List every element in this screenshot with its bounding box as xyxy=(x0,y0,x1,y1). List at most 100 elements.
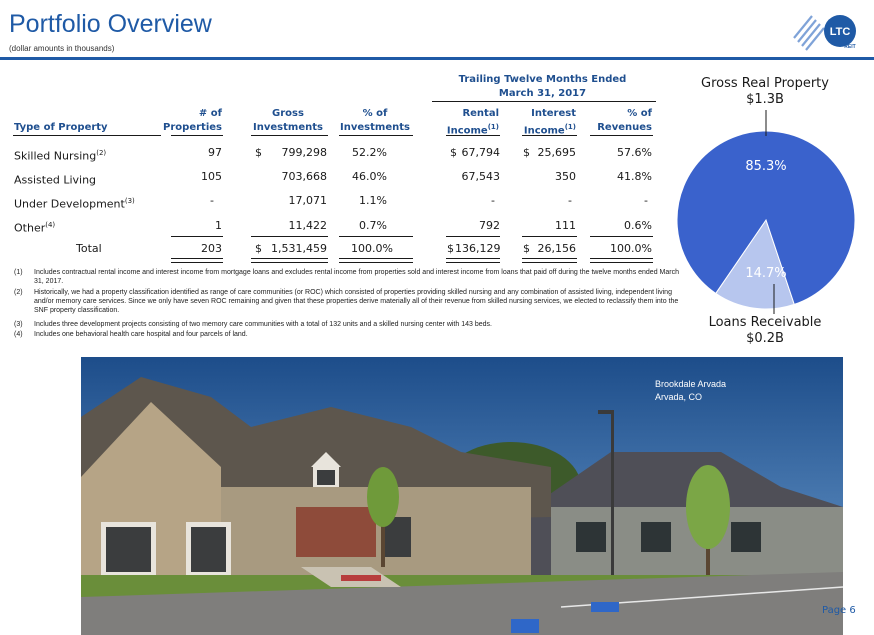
col-header-rental-2: Income(1) xyxy=(446,123,499,137)
total-label: Total xyxy=(76,242,102,255)
total-props: 203 xyxy=(201,242,222,255)
row-type: Under Development(3) xyxy=(14,197,135,211)
col-header-gross-2: Investments xyxy=(253,122,323,133)
pie-bottom-label-2: $0.2B xyxy=(746,331,784,346)
col-underline-type xyxy=(13,135,161,136)
total-rental: 136,129 xyxy=(455,242,501,255)
row-pctrev: 41.8% xyxy=(617,170,652,183)
row-pctinv: 0.7% xyxy=(359,219,387,232)
group-header-underline xyxy=(432,101,656,102)
total-interest: 26,156 xyxy=(537,242,577,255)
row-gross: 17,071 xyxy=(288,194,328,207)
allocation-pie-chart: 85.3% 14.7% xyxy=(676,110,856,314)
total-currency: $ xyxy=(447,242,454,255)
col-header-pctinv-2: Investments xyxy=(340,122,410,133)
row-type: Other(4) xyxy=(14,221,56,235)
footnote-3: (3) Includes three development projects c… xyxy=(14,321,492,328)
row-type: Assisted Living xyxy=(14,173,97,187)
photo-caption-line1: Brookdale Arvada xyxy=(655,379,727,389)
total-rule xyxy=(522,236,577,237)
title-rule xyxy=(0,57,874,60)
pie-label-loans: 14.7% xyxy=(745,266,786,281)
pie-top-label-1: Gross Real Property xyxy=(701,76,829,91)
total-double-rule xyxy=(339,258,413,263)
row-props: 1 xyxy=(215,219,222,232)
property-photo xyxy=(81,357,843,635)
footnote-4: (4) Includes one behavioral health care h… xyxy=(14,331,248,338)
total-double-rule xyxy=(522,258,577,263)
group-header-line1: Trailing Twelve Months Ended xyxy=(458,74,627,85)
row-rental: 792 xyxy=(479,219,500,232)
col-header-gross-1: Gross xyxy=(272,108,304,119)
group-header-line2: March 31, 2017 xyxy=(498,88,587,99)
row-rental: - xyxy=(491,194,495,207)
logo-text: LTC xyxy=(830,26,851,38)
page-number: Page 6 xyxy=(822,605,856,616)
total-rule xyxy=(251,236,328,237)
page-title: Portfolio Overview xyxy=(9,10,212,38)
row-props: 97 xyxy=(208,146,222,159)
col-underline-pctinv xyxy=(339,135,413,136)
page-subtitle: (dollar amounts in thousands) xyxy=(9,44,115,53)
col-header-type: Type of Property xyxy=(14,122,108,133)
col-header-interest-2: Income(1) xyxy=(523,123,576,137)
row-currency: $ xyxy=(255,146,262,159)
pie-bottom-label-1: Loans Receivable xyxy=(708,315,822,330)
logo-subtext: REIT xyxy=(844,44,855,50)
total-rule xyxy=(171,236,223,237)
row-rental: 67,794 xyxy=(461,146,501,159)
total-currency: $ xyxy=(255,242,262,255)
row-gross: 11,422 xyxy=(288,219,328,232)
total-double-rule xyxy=(590,258,653,263)
col-header-pctinv-1: % of xyxy=(362,108,388,119)
row-interest: 350 xyxy=(555,170,576,183)
row-interest: - xyxy=(568,194,572,207)
total-rule xyxy=(446,236,500,237)
col-header-props-1: # of xyxy=(198,108,222,119)
row-pctrev: - xyxy=(644,194,648,207)
row-interest: 25,695 xyxy=(537,146,577,159)
row-pctinv: 46.0% xyxy=(352,170,387,183)
row-currency: $ xyxy=(450,146,457,159)
total-pctinv: 100.0% xyxy=(351,242,393,255)
col-header-pctrev-1: % of xyxy=(627,108,652,119)
row-pctinv: 1.1% xyxy=(359,194,387,207)
col-header-pctrev-2: Revenues xyxy=(597,122,652,133)
col-header-interest-1: Interest xyxy=(531,108,576,119)
pie-top-label-2: $1.3B xyxy=(746,92,784,107)
col-underline-interest xyxy=(522,135,577,136)
row-type: Skilled Nursing(2) xyxy=(14,149,107,163)
row-props: - xyxy=(210,194,214,207)
pie-label-property: 85.3% xyxy=(745,159,786,174)
row-currency: $ xyxy=(523,146,530,159)
total-rule xyxy=(590,236,653,237)
total-double-rule xyxy=(251,258,328,263)
total-double-rule xyxy=(446,258,500,263)
total-pctrev: 100.0% xyxy=(610,242,652,255)
row-gross: 703,668 xyxy=(281,170,328,183)
photo-caption-line2: Arvada, CO xyxy=(655,392,703,402)
row-pctrev: 57.6% xyxy=(617,146,652,159)
total-gross: 1,531,459 xyxy=(271,242,327,255)
row-pctrev: 0.6% xyxy=(624,219,652,232)
row-rental: 67,543 xyxy=(461,170,501,183)
row-pctinv: 52.2% xyxy=(352,146,387,159)
row-interest: 111 xyxy=(555,219,576,232)
row-props: 105 xyxy=(201,170,222,183)
col-header-rental-1: Rental xyxy=(462,108,499,119)
col-header-props-2: Properties xyxy=(163,122,222,133)
footnote-1: (1) Includes contractual rental income an… xyxy=(14,269,679,285)
pie-slice-property xyxy=(676,130,856,306)
row-gross: 799,298 xyxy=(281,146,328,159)
footnote-2: (2) Historically, we had a property class… xyxy=(14,289,679,314)
col-underline-rental xyxy=(446,135,500,136)
total-currency: $ xyxy=(523,242,530,255)
total-rule xyxy=(339,236,413,237)
col-underline-props xyxy=(171,135,223,136)
photo-caption: Brookdale Arvada Arvada, CO xyxy=(655,378,726,404)
col-underline-pctrev xyxy=(590,135,653,136)
pie-slice-loans xyxy=(715,218,795,310)
col-underline-gross xyxy=(251,135,328,136)
ltc-logo: LTC REIT xyxy=(793,15,856,51)
total-double-rule xyxy=(171,258,223,263)
